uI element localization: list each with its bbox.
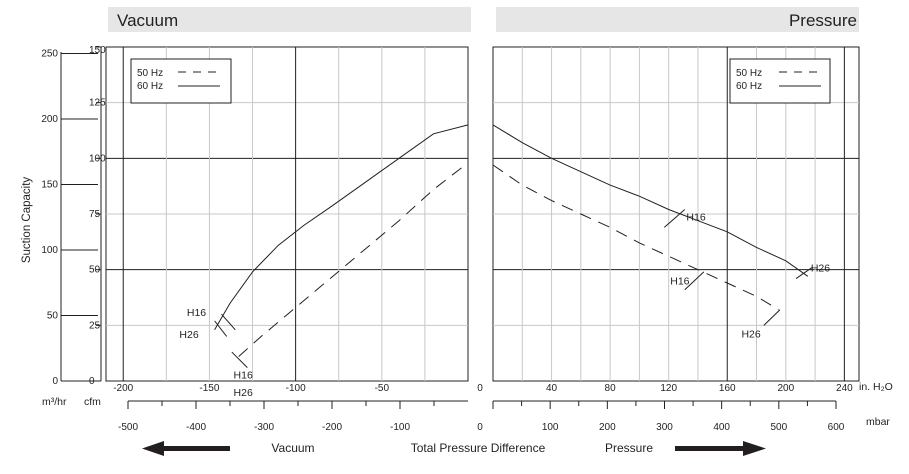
m3hr-tick-label: 250 <box>41 49 58 60</box>
cfm-tick-label: 150 <box>89 45 106 56</box>
right-top-x-label: 240 <box>836 383 853 394</box>
left-series-60hz <box>214 124 469 331</box>
left-legend: 50 Hz 60 Hz <box>130 58 232 104</box>
left-mbar-label: -100 <box>390 422 410 433</box>
left-top-x-label: -100 <box>286 383 306 394</box>
axes-layer: 0 25 50 75 100 125 150 0 50 100 150 200 250 -200 -150 -… <box>41 45 853 433</box>
left-leader-lower <box>231 351 248 368</box>
left-leader-h16 <box>221 313 236 331</box>
m3hr-tick-label: 0 <box>52 376 58 387</box>
right-mbar-label: 400 <box>713 422 730 433</box>
cfm-tick-label: 100 <box>89 153 106 164</box>
bottom-pressure-label: Pressure <box>605 441 653 455</box>
left-top-x-label: -150 <box>199 383 219 394</box>
cfm-tick-label: 125 <box>89 98 106 109</box>
left-curve-label-h26: H26 <box>234 387 253 399</box>
vacuum-arrow <box>142 441 230 456</box>
right-leader-h26-upper <box>795 267 813 279</box>
right-mbar-label: 100 <box>542 422 559 433</box>
unit-cfm-label: cfm <box>84 396 101 408</box>
right-curve-label-h26: H26 <box>741 329 760 341</box>
right-panel-title: Pressure <box>789 11 857 30</box>
left-top-x-label: -200 <box>113 383 133 394</box>
left-panel-title: Vacuum <box>117 11 178 30</box>
left-legend-label-60hz: 60 Hz <box>137 81 163 92</box>
y-axis-title: Suction Capacity <box>21 177 33 264</box>
right-legend-box <box>729 58 831 104</box>
left-series-50hz <box>238 162 469 357</box>
m3hr-tick-label: 150 <box>41 180 58 191</box>
right-mbar-label: 300 <box>656 422 673 433</box>
left-curve-label-h16: H16 <box>234 370 253 382</box>
left-mbar-label: -300 <box>254 422 274 433</box>
right-top-x-label: 200 <box>777 383 794 394</box>
right-top-x-label: 40 <box>546 383 558 394</box>
right-leader-h26-lower <box>763 309 781 326</box>
series-layer <box>214 124 809 357</box>
m3hr-tick-label: 50 <box>47 311 59 322</box>
right-mbar-label: 200 <box>599 422 616 433</box>
left-curve-label-h26: H26 <box>179 329 198 341</box>
bottom-axis-unit: mbar <box>866 416 890 428</box>
right-series-60hz <box>492 124 809 277</box>
right-top-x-label: 80 <box>605 383 617 394</box>
annotation-layer: H16 H26 H16 H26 H16 H16 H26 H26 <box>179 209 830 399</box>
right-leader-h16-lower <box>684 271 705 291</box>
bottom-vacuum-label: Vacuum <box>271 441 314 455</box>
right-leader-h16-upper <box>663 209 686 228</box>
right-mbar-label: 600 <box>828 422 845 433</box>
right-mbar-label: 0 <box>477 422 483 433</box>
left-leader-h26 <box>214 320 228 337</box>
left-curve-label-h16: H16 <box>187 307 206 319</box>
left-top-axis-unit: in. H₂O <box>859 381 893 393</box>
left-mbar-label: -200 <box>322 422 342 433</box>
m3hr-tick-label: 100 <box>41 245 58 256</box>
right-legend: 50 Hz 60 Hz <box>729 58 831 104</box>
left-legend-box <box>130 58 232 104</box>
unit-m3hr-label: m³/hr <box>42 396 67 408</box>
right-legend-label-50hz: 50 Hz <box>736 68 762 79</box>
cfm-tick-label: 25 <box>89 320 101 331</box>
right-curve-label-h16: H16 <box>670 276 689 288</box>
right-series-50hz <box>492 164 779 311</box>
left-top-x-label: -50 <box>375 383 390 394</box>
pressure-arrow <box>675 441 766 456</box>
bottom-center-label: Total Pressure Difference <box>411 441 546 455</box>
m3hr-tick-label: 200 <box>41 114 58 125</box>
left-mbar-label: -500 <box>118 422 138 433</box>
right-legend-label-60hz: 60 Hz <box>736 81 762 92</box>
left-header-bar <box>108 7 471 32</box>
cfm-tick-label: 50 <box>89 265 101 276</box>
right-top-x-label: 160 <box>719 383 736 394</box>
right-header-bar <box>496 7 859 32</box>
left-legend-label-50hz: 50 Hz <box>137 68 163 79</box>
right-curve-label-h16: H16 <box>686 212 705 224</box>
right-curve-label-h26: H26 <box>811 262 830 274</box>
right-mbar-label: 500 <box>770 422 787 433</box>
cfm-tick-label: 75 <box>89 209 101 220</box>
right-top-x-label: 120 <box>660 383 677 394</box>
right-top-x-label: 0 <box>477 383 483 394</box>
left-mbar-label: -400 <box>186 422 206 433</box>
